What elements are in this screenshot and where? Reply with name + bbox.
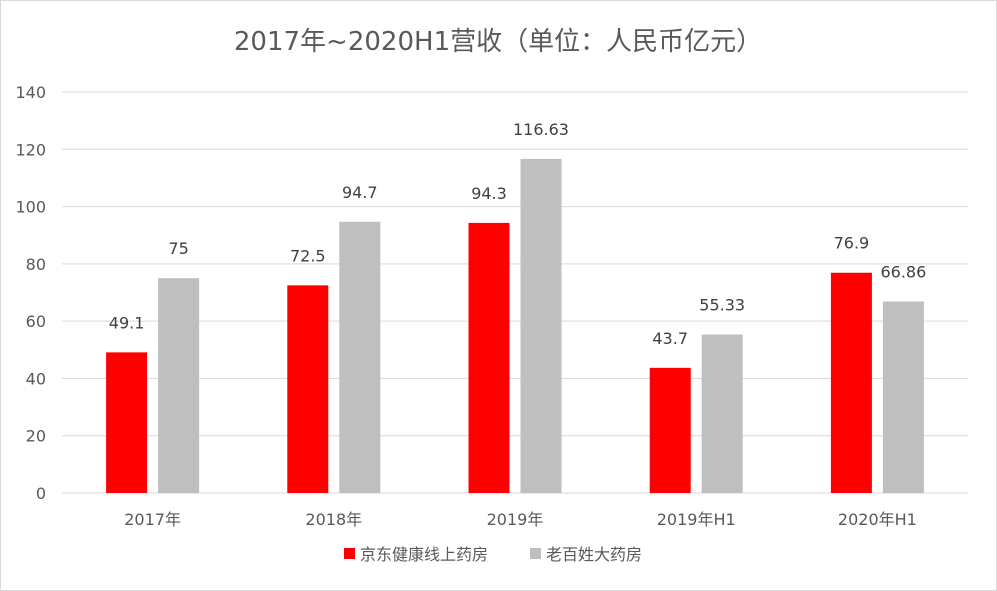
chart-title: 2017年~2020H1营收（单位：人民币亿元）: [234, 27, 762, 57]
y-tick-label: 140: [15, 83, 46, 102]
bar: [468, 222, 510, 493]
legend-swatch: [344, 548, 355, 559]
x-tick-label: 2017年: [124, 510, 181, 529]
data-label: 49.1: [109, 313, 145, 332]
data-label: 66.86: [880, 262, 926, 281]
bar: [287, 285, 329, 493]
y-tick-label: 80: [26, 255, 46, 274]
x-tick-label: 2019年H1: [657, 510, 736, 529]
y-tick-label: 40: [26, 369, 46, 388]
data-label: 75: [168, 239, 188, 258]
x-tick-label: 2019年: [487, 510, 544, 529]
y-tick-label: 0: [36, 484, 46, 503]
bar: [701, 334, 743, 493]
bars: 49.1 75 72.5 94.7 94.3 116.63 43.7 55.33 76.9 66.…: [106, 120, 926, 493]
legend-label: 京东健康线上药房: [360, 545, 488, 564]
x-tick-label: 2018年: [305, 510, 362, 529]
gridlines: [62, 91, 968, 494]
data-label: 76.9: [834, 234, 870, 253]
data-label: 94.3: [471, 184, 507, 203]
bar: [106, 352, 148, 493]
y-tick-label: 120: [15, 140, 46, 159]
data-label: 72.5: [290, 246, 326, 265]
x-tick-label: 2020年H1: [838, 510, 917, 529]
data-label: 116.63: [513, 120, 569, 139]
data-label: 43.7: [652, 329, 688, 348]
y-axis: 0 20 40 60 80 100 120 140: [15, 83, 46, 503]
bar: [158, 278, 200, 493]
bar: [339, 221, 381, 493]
bar: [830, 272, 872, 493]
y-tick-label: 100: [15, 198, 46, 217]
bar: [520, 158, 562, 493]
data-label: 94.7: [342, 183, 378, 202]
x-axis: 2017年 2018年 2019年 2019年H1 2020年H1: [124, 510, 917, 529]
data-label: 55.33: [699, 296, 745, 315]
y-tick-label: 60: [26, 312, 46, 331]
bar: [882, 301, 924, 493]
legend-label: 老百姓大药房: [546, 545, 642, 564]
legend-swatch: [530, 548, 541, 559]
legend: 京东健康线上药房 老百姓大药房: [344, 545, 642, 564]
bar: [649, 367, 691, 493]
y-tick-label: 20: [26, 427, 46, 446]
